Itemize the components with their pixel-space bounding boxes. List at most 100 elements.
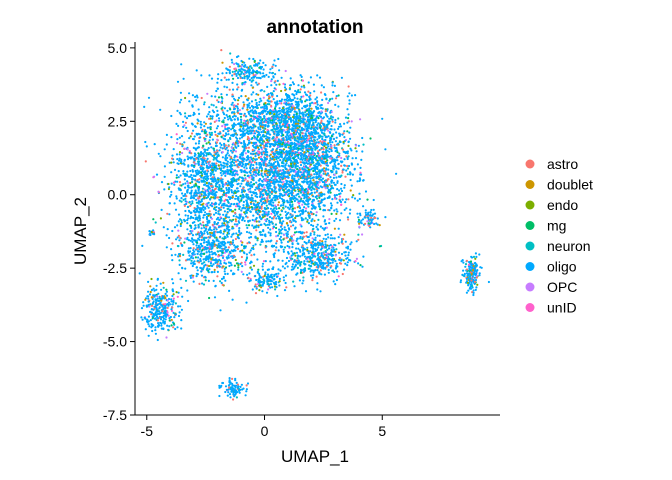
data-point-oligo (170, 114, 173, 118)
data-point-unid (225, 194, 228, 197)
data-point-oligo (287, 183, 290, 186)
data-point-oligo (194, 142, 197, 145)
data-point-astro (224, 144, 227, 147)
data-point-oligo (252, 173, 255, 176)
data-point-oligo (243, 146, 246, 149)
data-point-oligo (251, 224, 254, 227)
data-point-oligo (215, 182, 218, 185)
data-point-neuron (330, 184, 333, 187)
data-point-oligo (343, 122, 346, 125)
data-point-astro (327, 174, 330, 177)
data-point-endo (211, 168, 214, 172)
data-point-oligo (191, 123, 194, 126)
data-point-unid (290, 132, 293, 135)
data-point-oligo (190, 173, 193, 177)
data-point-oligo (264, 174, 267, 177)
data-point-oligo (278, 215, 281, 218)
data-point-astro (320, 157, 323, 160)
data-point-oligo (329, 137, 332, 140)
data-point-oligo (204, 193, 207, 196)
data-point-unid (209, 189, 212, 192)
data-point-oligo (302, 115, 305, 118)
data-point-oligo (250, 84, 253, 87)
data-point-opc (253, 220, 256, 223)
data-point-oligo (340, 187, 343, 190)
data-point-oligo (321, 98, 324, 101)
data-point-opc (186, 148, 189, 151)
data-point-oligo (170, 190, 173, 193)
data-point-mg (346, 130, 349, 133)
data-point-oligo (178, 101, 182, 104)
data-point-oligo (212, 173, 215, 176)
data-point-oligo (236, 187, 239, 190)
data-point-oligo (186, 205, 189, 209)
data-point-neuron (245, 224, 248, 227)
data-point-oligo (309, 210, 312, 213)
data-point-oligo (259, 233, 262, 236)
data-point-astro (271, 150, 274, 153)
data-point-oligo (190, 186, 193, 189)
data-point-oligo (209, 174, 212, 177)
data-point-neuron (302, 276, 305, 279)
data-point-opc (265, 196, 268, 199)
data-point-oligo (186, 188, 189, 191)
data-point-mg (369, 137, 372, 140)
data-point-oligo (357, 220, 360, 223)
data-point-oligo (238, 156, 241, 159)
data-point-astro (200, 96, 203, 100)
data-point-astro (323, 169, 326, 172)
data-point-oligo (257, 130, 260, 134)
data-point-oligo (221, 100, 224, 103)
data-point-neuron (206, 152, 209, 155)
data-point-oligo (312, 129, 315, 132)
data-point-neuron (298, 91, 302, 94)
data-point-oligo (325, 167, 328, 170)
data-point-opc (315, 211, 318, 214)
data-point-oligo (223, 219, 226, 223)
data-point-oligo (346, 216, 349, 219)
data-point-opc (329, 156, 332, 160)
data-point-oligo (291, 175, 294, 178)
data-point-neuron (290, 146, 293, 149)
data-point-oligo (168, 186, 171, 189)
data-point-neuron (291, 203, 294, 206)
data-point-oligo (248, 78, 251, 82)
data-point-oligo (318, 76, 322, 79)
data-point-neuron (263, 90, 266, 93)
data-point-astro (301, 132, 304, 135)
data-point-doublet (349, 189, 352, 192)
data-point-doublet (323, 167, 326, 170)
data-point-oligo (208, 152, 211, 155)
data-point-oligo (247, 132, 250, 136)
data-point-neuron (362, 143, 365, 146)
data-point-oligo (251, 144, 255, 147)
data-point-oligo (253, 132, 257, 135)
data-point-mg (152, 218, 155, 221)
data-point-neuron (304, 203, 307, 206)
data-point-oligo (200, 227, 203, 230)
data-point-oligo (199, 207, 202, 210)
data-point-neuron (191, 202, 194, 205)
data-point-oligo (269, 232, 272, 235)
data-point-oligo (258, 161, 261, 165)
data-point-doublet (267, 97, 270, 100)
data-point-oligo (328, 131, 331, 134)
data-point-oligo (277, 249, 280, 252)
data-point-oligo (281, 176, 284, 179)
data-point-opc (359, 118, 362, 121)
data-point-oligo (169, 195, 172, 198)
data-point-oligo (299, 163, 303, 167)
data-point-oligo (207, 182, 210, 185)
data-point-oligo (323, 204, 326, 207)
data-point-opc (206, 92, 209, 95)
data-point-oligo (353, 197, 357, 200)
data-point-neuron (340, 174, 343, 177)
data-point-oligo (180, 160, 183, 163)
data-point-oligo (220, 195, 223, 198)
data-point-oligo (196, 204, 199, 208)
data-point-oligo (224, 134, 227, 138)
data-point-neuron (278, 173, 281, 176)
data-point-neuron (246, 149, 249, 153)
data-point-opc (208, 163, 211, 166)
data-point-oligo (334, 121, 337, 124)
